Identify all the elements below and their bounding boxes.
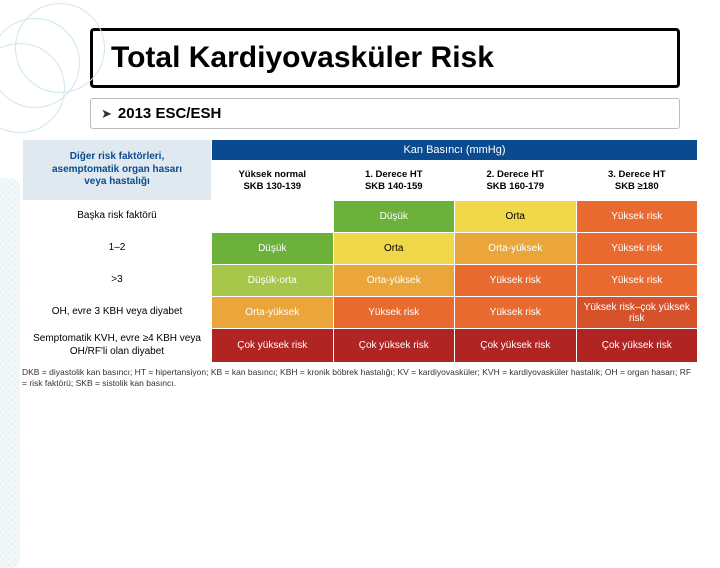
- risk-cell: Yüksek risk: [576, 233, 698, 265]
- risk-cell: Yüksek risk: [576, 201, 698, 233]
- risk-cell: Yüksek risk–çok yüksek risk: [576, 297, 698, 329]
- risk-cell: Yüksek risk: [455, 265, 577, 297]
- risk-cell: Yüksek risk: [576, 265, 698, 297]
- super-header-text: Kan Basıncı (mmHg): [403, 144, 505, 156]
- subtitle-box: ➤ 2013 ESC/ESH: [90, 98, 680, 129]
- title-box: Total Kardiyovasküler Risk: [90, 28, 680, 88]
- risk-cell: Yüksek risk: [333, 297, 455, 329]
- risk-cell: [212, 201, 334, 233]
- col-header: Yüksek normal SKB 130-139: [212, 161, 334, 201]
- row-label: Başka risk faktörü: [23, 201, 212, 233]
- row-label: OH, evre 3 KBH veya diyabet: [23, 297, 212, 329]
- bullet-icon: ➤: [101, 106, 112, 122]
- risk-cell: Orta-yüksek: [455, 233, 577, 265]
- risk-cell: Çok yüksek risk: [576, 329, 698, 363]
- table-row: >3Düşük-ortaOrta-yüksekYüksek riskYüksek…: [23, 265, 698, 297]
- risk-cell: Orta: [333, 233, 455, 265]
- risk-table-wrap: Diğer risk faktörleri,asemptomatik organ…: [22, 139, 698, 363]
- table-row: Semptomatik KVH, evre ≥4 KBH veya OH/RF'…: [23, 329, 698, 363]
- row-header-title-text: Diğer risk faktörleri,asemptomatik organ…: [52, 151, 182, 187]
- risk-cell: Düşük: [212, 233, 334, 265]
- risk-cell: Düşük: [333, 201, 455, 233]
- sidebar-pattern: [0, 178, 20, 568]
- col-header-sub: SKB 130-139: [216, 181, 329, 193]
- risk-cell: Çok yüksek risk: [333, 329, 455, 363]
- risk-cell: Düşük-orta: [212, 265, 334, 297]
- footnote: DKB = diyastolik kan basıncı; HT = hiper…: [22, 367, 698, 389]
- col-header-sub: SKB ≥180: [581, 181, 694, 193]
- risk-cell: Çok yüksek risk: [212, 329, 334, 363]
- col-header: 2. Derece HT SKB 160-179: [455, 161, 577, 201]
- subtitle-text: 2013 ESC/ESH: [118, 105, 221, 122]
- col-header: 3. Derece HT SKB ≥180: [576, 161, 698, 201]
- super-header: Kan Basıncı (mmHg): [212, 140, 698, 161]
- col-header-sub: SKB 140-159: [338, 181, 451, 193]
- row-label: Semptomatik KVH, evre ≥4 KBH veya OH/RF'…: [23, 329, 212, 363]
- page-title: Total Kardiyovasküler Risk: [111, 41, 659, 75]
- table-row: OH, evre 3 KBH veya diyabetOrta-yüksekYü…: [23, 297, 698, 329]
- col-header-sub: SKB 160-179: [459, 181, 572, 193]
- risk-cell: Orta-yüksek: [212, 297, 334, 329]
- row-header-title: Diğer risk faktörleri,asemptomatik organ…: [23, 140, 212, 201]
- row-label: 1–2: [23, 233, 212, 265]
- col-header-title: 2. Derece HT: [459, 169, 572, 181]
- row-label: >3: [23, 265, 212, 297]
- table-row: Başka risk faktörü DüşükOrtaYüksek risk: [23, 201, 698, 233]
- risk-cell: Yüksek risk: [455, 297, 577, 329]
- col-header-title: 1. Derece HT: [338, 169, 451, 181]
- risk-table-body: Başka risk faktörüDüşükOrtaYüksek risk1–…: [23, 201, 698, 363]
- col-header-title: Yüksek normal: [216, 169, 329, 181]
- col-header: 1. Derece HT SKB 140-159: [333, 161, 455, 201]
- risk-table: Diğer risk faktörleri,asemptomatik organ…: [22, 139, 698, 363]
- risk-cell: Orta-yüksek: [333, 265, 455, 297]
- risk-cell: Çok yüksek risk: [455, 329, 577, 363]
- col-header-title: 3. Derece HT: [581, 169, 694, 181]
- table-row: 1–2DüşükOrtaOrta-yüksekYüksek risk: [23, 233, 698, 265]
- risk-cell: Orta: [455, 201, 577, 233]
